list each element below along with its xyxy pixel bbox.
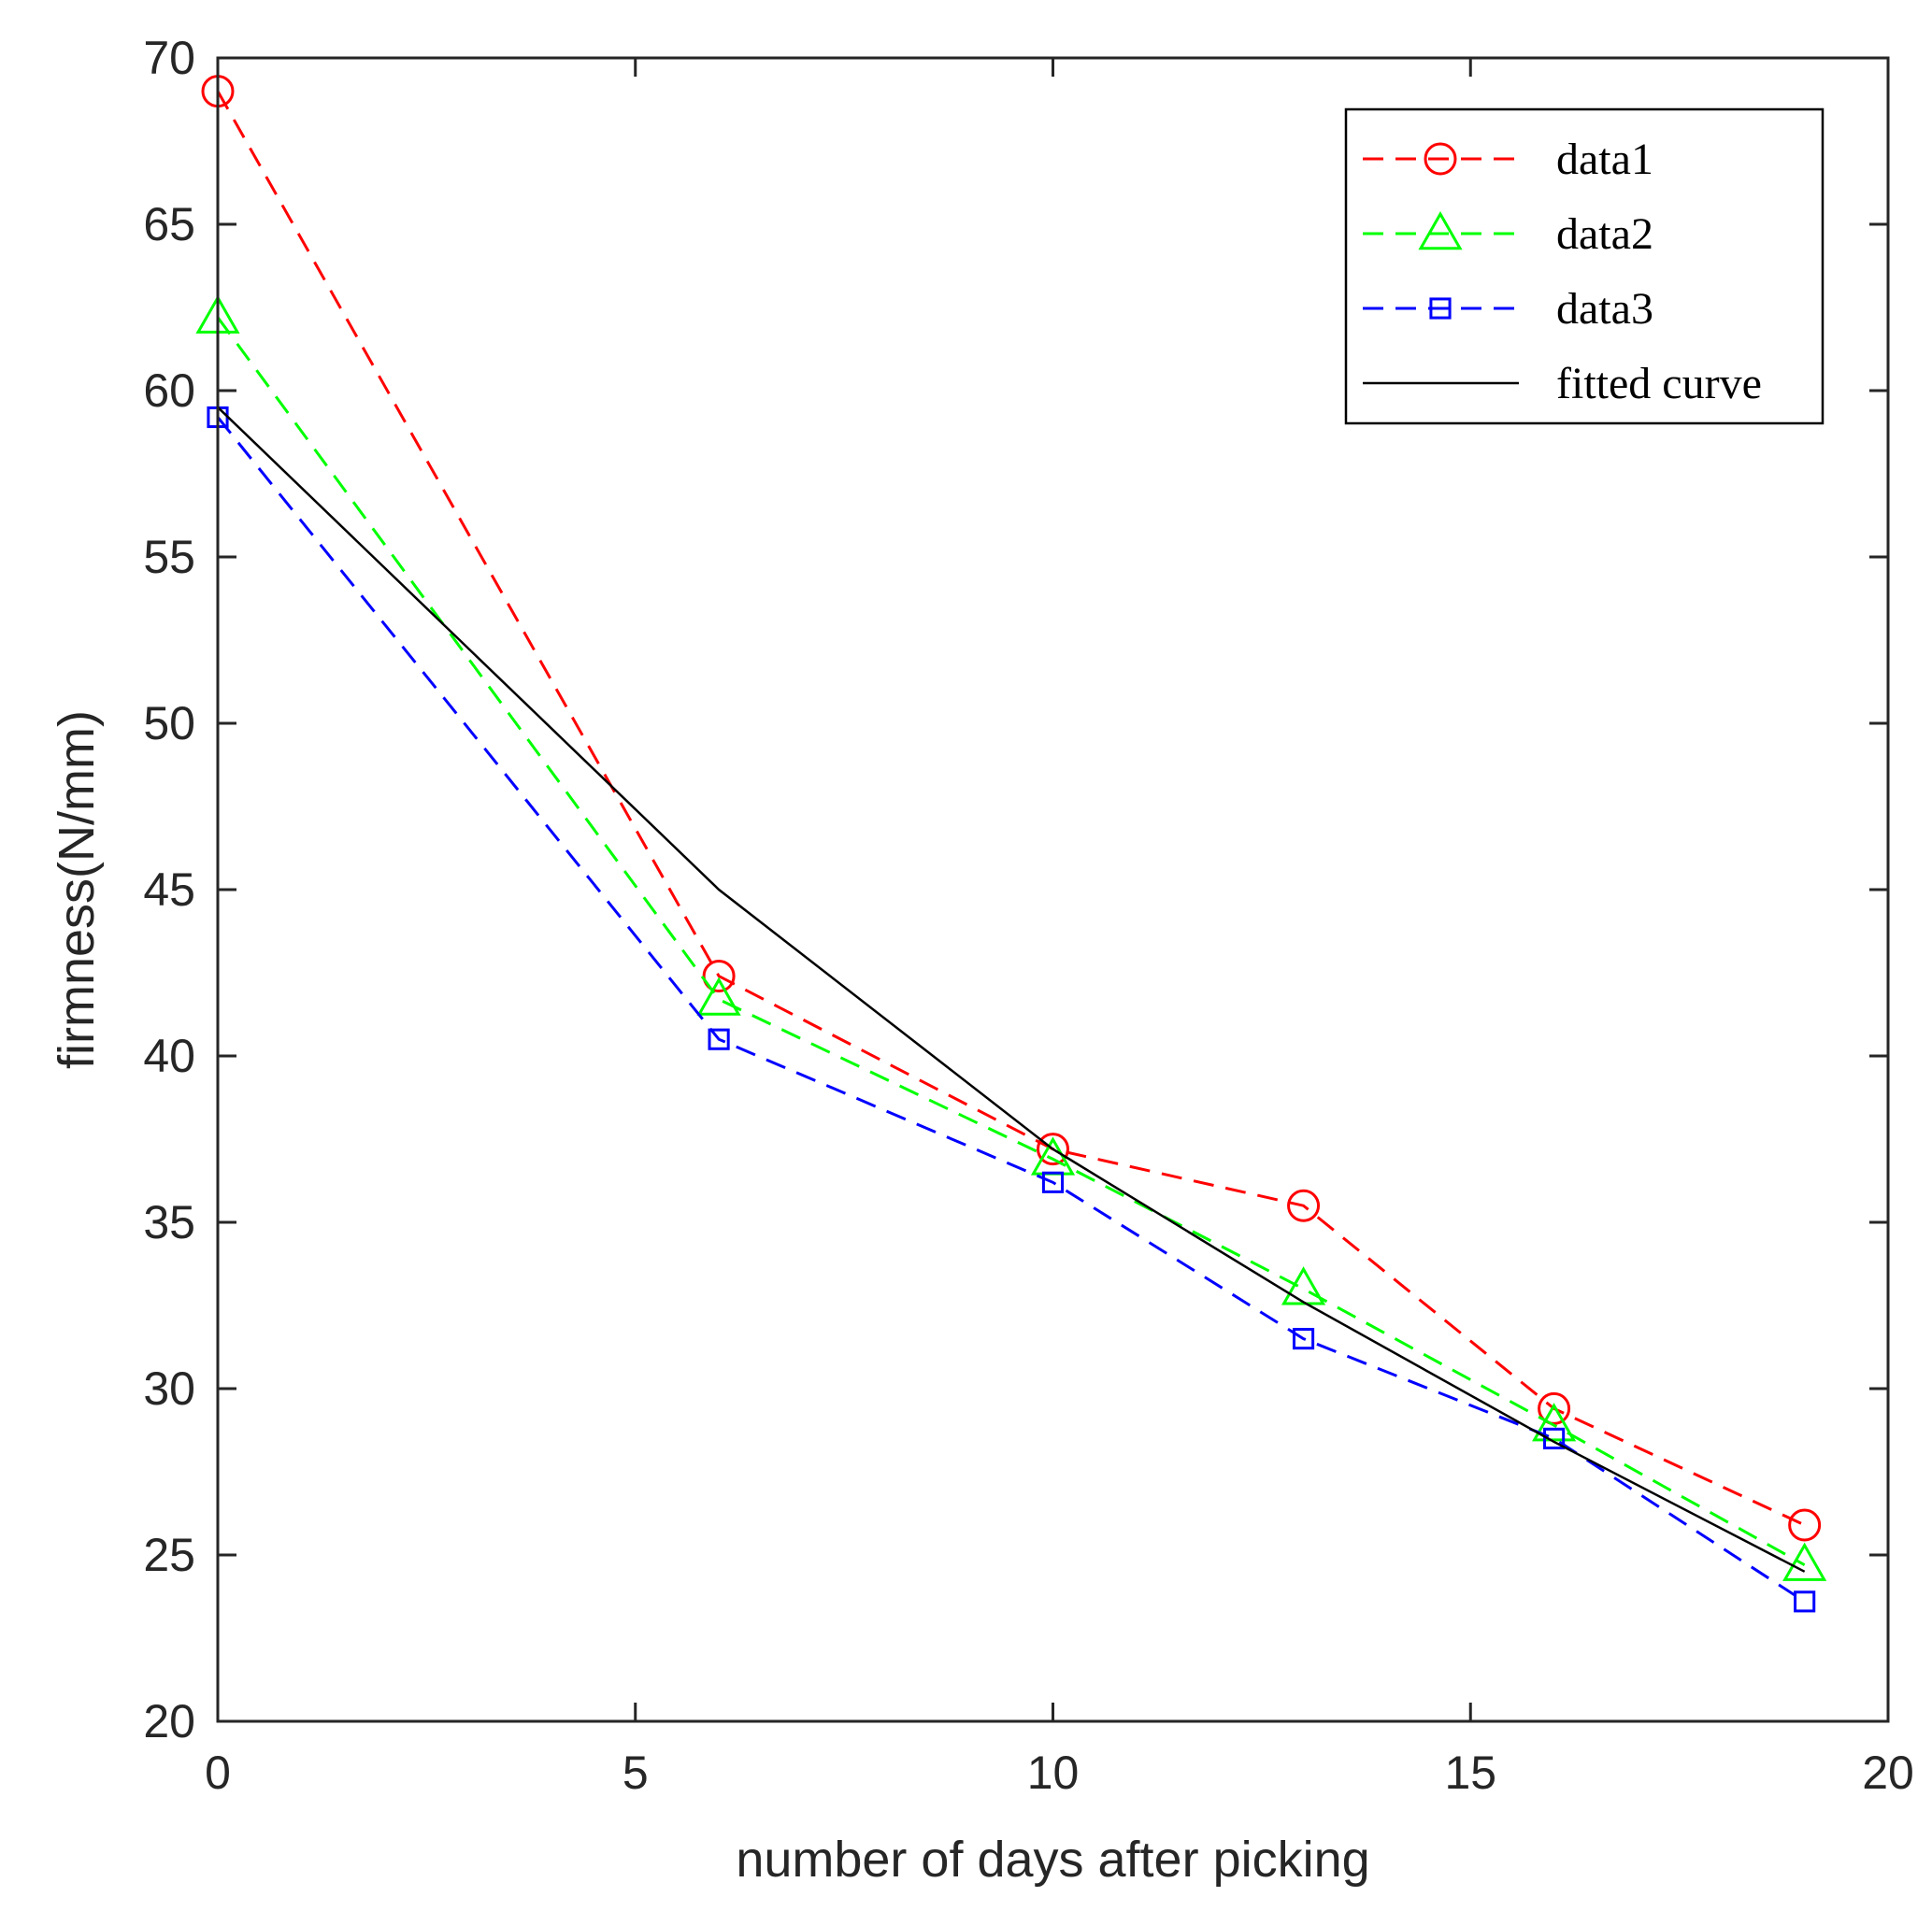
legend-label: data1: [1556, 135, 1653, 184]
series-data2: [195, 294, 1827, 1581]
y-tick-label: 40: [143, 1030, 195, 1082]
data-point-data2: [1532, 1403, 1577, 1442]
series-line-data2: [216, 316, 1806, 1566]
x-tick-label: 10: [1027, 1747, 1080, 1799]
y-tick-label: 25: [143, 1529, 195, 1581]
data-point-data1: [702, 960, 736, 993]
plot-area-frame: [216, 56, 1890, 1723]
series-line-fitted-curve: [217, 406, 1806, 1573]
legend-entry: data3: [1363, 284, 1653, 334]
legend-entry: data1: [1363, 135, 1653, 184]
legend-entry: data2: [1363, 209, 1653, 259]
data-point-data2: [1281, 1266, 1326, 1305]
series-data3: [207, 406, 1816, 1613]
legend-marker: [1418, 210, 1463, 250]
x-axis-label: number of days after picking: [736, 1832, 1369, 1888]
y-tick-label: 70: [143, 32, 195, 84]
data-point-data3: [1292, 1328, 1315, 1350]
data-point-data3: [1543, 1427, 1566, 1449]
legend-entry: fitted curve: [1363, 359, 1762, 408]
y-tick-label: 50: [143, 697, 195, 749]
data-point-data1: [1788, 1508, 1822, 1542]
legend-label: data2: [1556, 209, 1653, 259]
x-tick-label: 0: [205, 1747, 231, 1799]
y-tick-label: 30: [143, 1362, 195, 1415]
legend-label: data3: [1556, 284, 1653, 334]
data-point-data1: [1538, 1391, 1571, 1425]
legend-marker: [1429, 297, 1452, 320]
y-tick-label: 20: [143, 1695, 195, 1747]
data-point-data2: [1782, 1542, 1827, 1581]
data-point-data1: [1287, 1189, 1321, 1222]
y-axis-label: firmness(N/mm): [49, 710, 105, 1069]
y-tick-label: 35: [143, 1196, 195, 1248]
data-point-data1: [1037, 1133, 1069, 1166]
data-point-data3: [1794, 1590, 1816, 1613]
data-point-data2: [696, 977, 741, 1016]
series-line-data1: [216, 90, 1806, 1527]
x-tick-label: 5: [623, 1747, 649, 1799]
series-fitted-curve: [217, 406, 1806, 1573]
y-tick-label: 60: [143, 364, 195, 417]
series-layer: [195, 75, 1827, 1613]
y-tick-label: 65: [143, 198, 195, 250]
y-tick-label: 45: [143, 863, 195, 916]
x-tick-label: 20: [1862, 1747, 1914, 1799]
data-point-data3: [1041, 1171, 1065, 1193]
x-tick-label: 15: [1444, 1747, 1496, 1799]
tick-labels: 0 5 10 15 20 20 25 30 35 40 45 50 55 60 65 70: [143, 32, 1913, 1799]
legend-marker: [1424, 142, 1457, 176]
y-tick-label: 55: [143, 531, 195, 583]
data-point-data3: [708, 1028, 730, 1050]
series-line-data3: [216, 416, 1806, 1604]
legend: data1 data2 data3 fitted curve: [1344, 107, 1825, 425]
legend-label: fitted curve: [1556, 359, 1762, 408]
